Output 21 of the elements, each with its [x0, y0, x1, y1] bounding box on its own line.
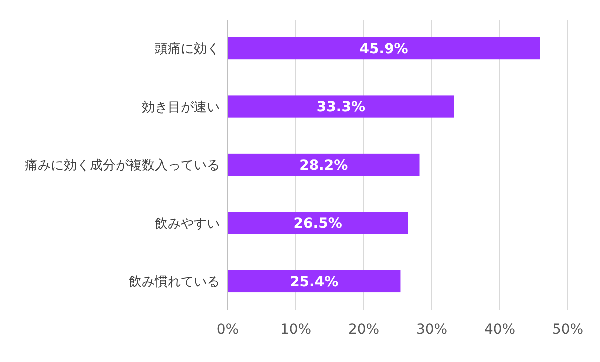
bar — [228, 212, 408, 234]
x-tick-label: 20% — [348, 322, 380, 338]
y-tick-label: 痛みに効く成分が複数入っている — [25, 158, 220, 174]
x-tick-label: 0% — [216, 322, 240, 338]
bar — [228, 37, 540, 60]
data-label: 45.9% — [360, 41, 408, 58]
x-tick-label: 50% — [552, 322, 584, 338]
x-tick-label: 30% — [416, 322, 448, 338]
bar — [228, 96, 454, 118]
y-tick-label: 効き目が速い — [142, 100, 220, 116]
data-label: 33.3% — [316, 100, 366, 116]
y-tick-label: 飲みやすい — [155, 216, 220, 232]
data-label: 26.5% — [294, 216, 342, 232]
bar — [228, 270, 401, 293]
y-tick-label: 頭痛に効く — [155, 42, 220, 58]
x-tick-label: 10% — [280, 322, 312, 338]
data-label: 28.2% — [300, 158, 348, 174]
data-label: 25.4% — [290, 274, 339, 290]
bar — [228, 154, 420, 176]
x-tick-label: 40% — [484, 322, 516, 338]
y-tick-label: 飲み慣れている — [129, 275, 220, 290]
